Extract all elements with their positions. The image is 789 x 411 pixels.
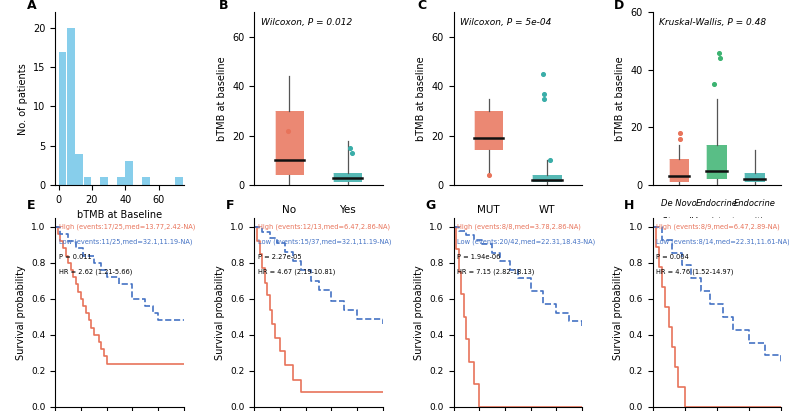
Y-axis label: bTMB at baseline: bTMB at baseline: [615, 56, 625, 141]
Y-axis label: Survival probability: Survival probability: [215, 265, 225, 360]
Text: G: G: [425, 199, 436, 212]
Y-axis label: Survival probability: Survival probability: [613, 265, 623, 360]
Bar: [744, 173, 765, 182]
Bar: [125, 162, 133, 185]
Point: [712, 49, 725, 56]
Text: Low (events:8/14,med=22.31,11.61-NA): Low (events:8/14,med=22.31,11.61-NA): [656, 239, 789, 245]
Text: ESR1 mutation: ESR1 mutation: [472, 237, 564, 247]
Point: [344, 145, 357, 151]
Text: Low (events:11/25,med=32.1,11.19-NA): Low (events:11/25,med=32.1,11.19-NA): [59, 239, 193, 245]
Text: P = 2.27e-05: P = 2.27e-05: [258, 254, 302, 260]
Text: resistant: resistant: [698, 217, 735, 226]
Point: [537, 71, 549, 77]
Text: N = 22: N = 22: [702, 234, 731, 243]
Text: HR = 4.67 (2.19-10.81): HR = 4.67 (2.19-10.81): [258, 269, 335, 275]
Point: [537, 95, 550, 102]
Text: N = 16: N = 16: [664, 234, 694, 243]
Text: HR = 7.15 (2.82-18.13): HR = 7.15 (2.82-18.13): [458, 269, 535, 275]
Y-axis label: bTMB at baseline: bTMB at baseline: [217, 56, 226, 141]
X-axis label: bTMB at Baseline: bTMB at Baseline: [77, 210, 162, 220]
Point: [282, 127, 294, 134]
Y-axis label: Survival probability: Survival probability: [414, 265, 424, 360]
Text: B: B: [219, 0, 228, 12]
Bar: [67, 28, 75, 185]
Text: No: No: [282, 205, 297, 215]
Text: N = 12: N = 12: [740, 234, 769, 243]
Text: P = 0.004: P = 0.004: [656, 254, 690, 260]
Text: Stage IV: Stage IV: [661, 217, 697, 226]
Text: Wilcoxon, P = 0.012: Wilcoxon, P = 0.012: [261, 18, 352, 26]
Bar: [142, 177, 150, 185]
Y-axis label: bTMB at baseline: bTMB at baseline: [416, 56, 426, 141]
Text: N = 8: N = 8: [475, 224, 503, 234]
Bar: [706, 145, 727, 179]
Text: Endocrine: Endocrine: [696, 199, 738, 208]
Bar: [474, 111, 503, 150]
Bar: [175, 177, 183, 185]
Bar: [117, 177, 125, 185]
Point: [673, 136, 686, 142]
Bar: [58, 51, 66, 185]
Text: High (events:17/25,med=13.77,2.42-NA): High (events:17/25,med=13.77,2.42-NA): [59, 224, 196, 230]
Text: Wilcoxon, P = 5e-04: Wilcoxon, P = 5e-04: [460, 18, 552, 26]
Point: [346, 150, 358, 156]
Text: F: F: [226, 199, 234, 212]
Bar: [84, 177, 92, 185]
Text: Yes: Yes: [339, 205, 356, 215]
Text: Clinical benefit: Clinical benefit: [271, 237, 365, 247]
Text: High (events:8/9,med=6.47,2.89-NA): High (events:8/9,med=6.47,2.89-NA): [656, 224, 780, 230]
Text: De Novo: De Novo: [661, 199, 697, 208]
Bar: [669, 159, 690, 182]
Text: Low (events:20/42,med=22.31,18.43-NA): Low (events:20/42,med=22.31,18.43-NA): [458, 239, 596, 245]
Text: HR = 2.62 (1.21-5.66): HR = 2.62 (1.21-5.66): [59, 269, 133, 275]
Text: D: D: [614, 0, 624, 12]
Bar: [75, 154, 83, 185]
Text: High (events:12/13,med=6.47,2.86-NA): High (events:12/13,med=6.47,2.86-NA): [258, 224, 391, 230]
Text: E: E: [27, 199, 36, 212]
Point: [537, 90, 550, 97]
Bar: [100, 177, 108, 185]
Bar: [275, 111, 304, 175]
Text: C: C: [417, 0, 427, 12]
Text: sensitive: sensitive: [736, 217, 773, 226]
Text: P = 0.011: P = 0.011: [59, 254, 92, 260]
Text: Setting: Setting: [694, 247, 739, 257]
Text: Endocrine: Endocrine: [734, 199, 776, 208]
Text: High (events:8/8,med=3.78,2.86-NA): High (events:8/8,med=3.78,2.86-NA): [458, 224, 581, 230]
Text: H: H: [624, 199, 634, 212]
Y-axis label: Survival probability: Survival probability: [16, 265, 25, 360]
Point: [544, 157, 557, 164]
Text: N = 42: N = 42: [530, 224, 564, 234]
Point: [674, 130, 686, 136]
Text: Low (events:15/37,med=32.1,11.19-NA): Low (events:15/37,med=32.1,11.19-NA): [258, 239, 391, 245]
Text: A: A: [27, 0, 36, 12]
Text: HR = 4.76 (1.52-14.97): HR = 4.76 (1.52-14.97): [656, 269, 734, 275]
Point: [483, 172, 495, 178]
Bar: [333, 173, 362, 182]
Text: MUT: MUT: [477, 205, 500, 215]
Text: N = 40: N = 40: [331, 224, 365, 234]
Point: [713, 55, 726, 62]
Point: [708, 81, 720, 88]
Text: WT: WT: [539, 205, 555, 215]
Bar: [533, 175, 562, 182]
Text: N = 10: N = 10: [272, 224, 306, 234]
Y-axis label: No. of patients: No. of patients: [17, 63, 28, 134]
Text: Kruskal-Wallis, P = 0.48: Kruskal-Wallis, P = 0.48: [659, 18, 766, 26]
Text: P = 1.94e-06: P = 1.94e-06: [458, 254, 501, 260]
